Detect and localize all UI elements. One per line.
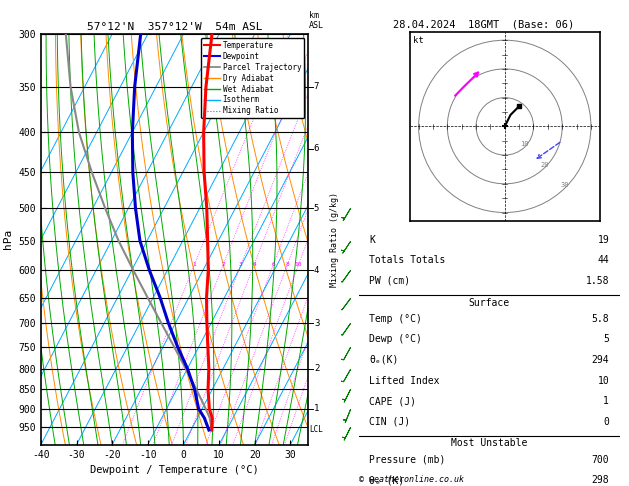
Text: 5: 5	[603, 334, 609, 345]
Text: 294: 294	[591, 355, 609, 365]
Text: 700: 700	[591, 455, 609, 465]
Text: Most Unstable: Most Unstable	[451, 438, 527, 449]
Text: 1: 1	[603, 396, 609, 406]
Text: 4: 4	[252, 262, 256, 267]
Text: 10: 10	[598, 376, 609, 385]
Legend: Temperature, Dewpoint, Parcel Trajectory, Dry Adiabat, Wet Adiabat, Isotherm, Mi: Temperature, Dewpoint, Parcel Trajectory…	[201, 38, 304, 119]
Text: 44: 44	[598, 255, 609, 265]
Text: Temp (°C): Temp (°C)	[369, 314, 422, 324]
Text: Mixing Ratio (g/kg): Mixing Ratio (g/kg)	[330, 192, 340, 287]
Text: 10: 10	[295, 262, 303, 267]
Text: 6: 6	[314, 144, 320, 153]
Text: 8: 8	[286, 262, 289, 267]
Text: 4: 4	[314, 266, 320, 275]
Text: 2: 2	[221, 262, 225, 267]
Text: © weatheronline.co.uk: © weatheronline.co.uk	[359, 474, 464, 484]
Text: 2: 2	[314, 364, 320, 373]
Text: km
ASL: km ASL	[309, 11, 324, 30]
Text: Lifted Index: Lifted Index	[369, 376, 440, 385]
Text: Dewp (°C): Dewp (°C)	[369, 334, 422, 345]
Text: 1: 1	[192, 262, 196, 267]
Text: 19: 19	[598, 235, 609, 244]
Text: 20: 20	[541, 161, 549, 168]
Text: 6: 6	[271, 262, 275, 267]
Text: 5.8: 5.8	[591, 314, 609, 324]
X-axis label: Dewpoint / Temperature (°C): Dewpoint / Temperature (°C)	[90, 465, 259, 475]
Text: Surface: Surface	[469, 297, 509, 308]
Text: θₑ (K): θₑ (K)	[369, 475, 404, 486]
Text: PW (cm): PW (cm)	[369, 276, 410, 286]
Text: Totals Totals: Totals Totals	[369, 255, 445, 265]
Text: 7: 7	[314, 82, 320, 91]
Text: 1: 1	[314, 404, 320, 413]
Text: kt: kt	[413, 36, 423, 45]
Y-axis label: hPa: hPa	[3, 229, 13, 249]
Text: 298: 298	[591, 475, 609, 486]
Text: LCL: LCL	[309, 425, 323, 434]
Text: 0: 0	[603, 417, 609, 427]
Text: θₑ(K): θₑ(K)	[369, 355, 398, 365]
Title: 57°12'N  357°12'W  54m ASL: 57°12'N 357°12'W 54m ASL	[87, 22, 262, 32]
Text: K: K	[369, 235, 375, 244]
Text: 1.58: 1.58	[586, 276, 609, 286]
Text: 5: 5	[314, 204, 320, 213]
Text: Pressure (mb): Pressure (mb)	[369, 455, 445, 465]
Text: 28.04.2024  18GMT  (Base: 06): 28.04.2024 18GMT (Base: 06)	[393, 19, 574, 29]
Text: 10: 10	[521, 141, 529, 147]
Text: 30: 30	[561, 182, 569, 188]
Text: CAPE (J): CAPE (J)	[369, 396, 416, 406]
Text: 3: 3	[239, 262, 243, 267]
Text: CIN (J): CIN (J)	[369, 417, 410, 427]
Text: 3: 3	[314, 318, 320, 328]
